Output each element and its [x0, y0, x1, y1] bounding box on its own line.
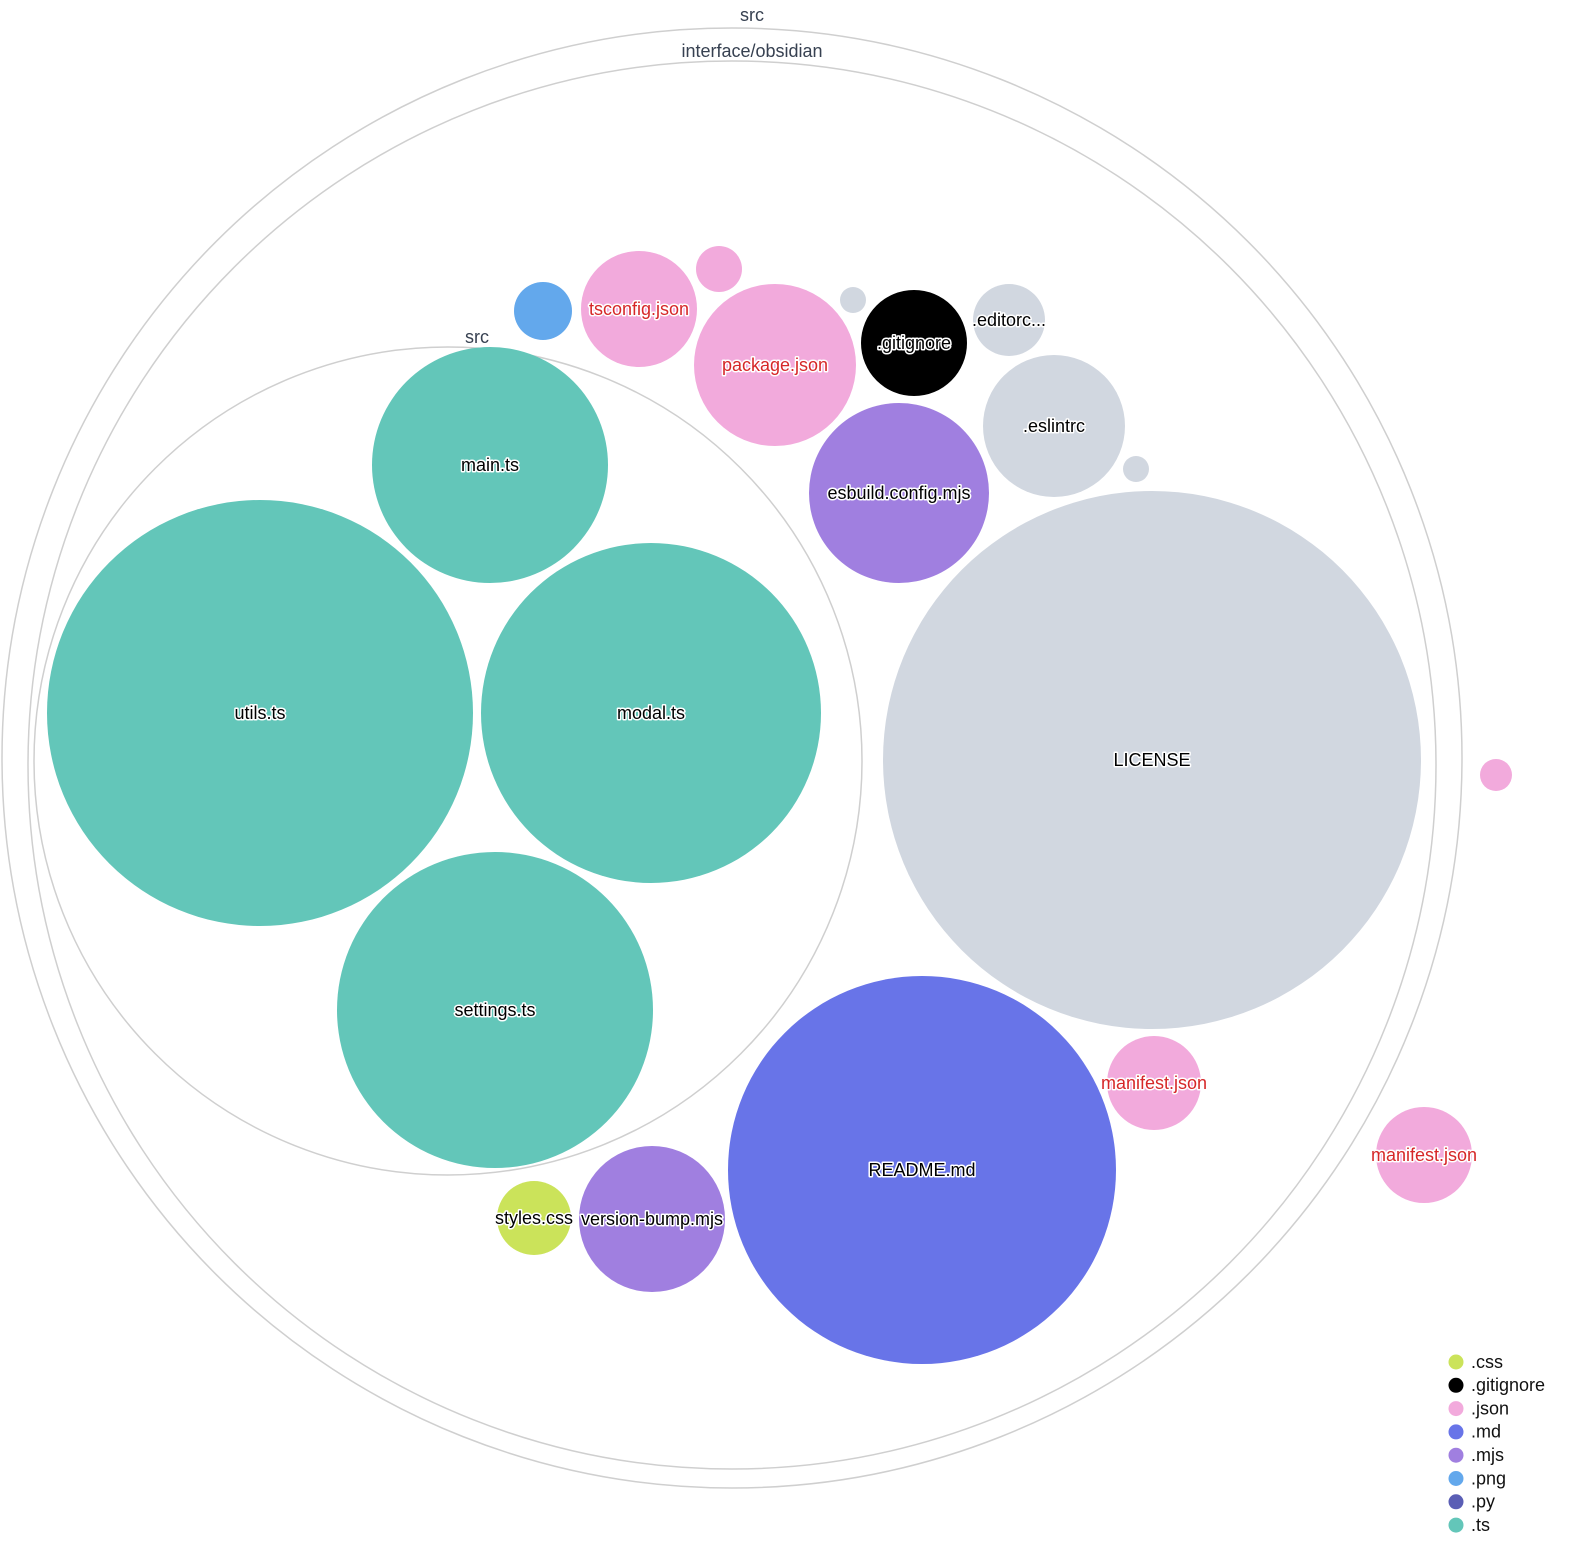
file-circle[interactable] — [497, 1181, 571, 1255]
file-circle[interactable] — [696, 246, 742, 292]
file-label: tsconfig.json — [589, 299, 689, 319]
file-circle[interactable] — [337, 852, 653, 1168]
file-label: LICENSE — [1113, 750, 1190, 770]
legend-label: .json — [1471, 1398, 1509, 1418]
file-circle[interactable] — [47, 500, 473, 926]
legend-swatch — [1448, 1354, 1464, 1370]
file-circle[interactable] — [973, 284, 1045, 356]
legend: .css .gitignore .json .md .mjs .png .py .ts — [1448, 1352, 1545, 1535]
legend-swatch — [1448, 1424, 1464, 1440]
legend-label: .ts — [1471, 1515, 1490, 1535]
file-label: settings.ts — [454, 1000, 535, 1020]
legend-swatch — [1448, 1471, 1464, 1486]
file-label: styles.css — [495, 1208, 573, 1228]
legend-label: .png — [1471, 1468, 1506, 1488]
folder-label: interface/obsidian — [681, 41, 822, 61]
legend-label: .md — [1471, 1422, 1501, 1442]
file-circle[interactable] — [694, 284, 856, 446]
file-circle[interactable] — [728, 976, 1116, 1364]
file-circle[interactable] — [1376, 1107, 1472, 1203]
file-circle[interactable] — [581, 251, 697, 367]
file-label: README.md — [868, 1160, 975, 1180]
file-label: modal.ts — [617, 703, 685, 723]
file-label: .editorc... — [972, 310, 1046, 330]
legend-swatch — [1448, 1401, 1464, 1417]
folder-label: src — [465, 327, 489, 347]
file-circle[interactable] — [861, 290, 967, 396]
legend-swatch — [1448, 1494, 1464, 1510]
file-label: .eslintrc — [1023, 416, 1085, 436]
file-circle[interactable] — [579, 1146, 725, 1292]
file-circle[interactable] — [840, 287, 866, 313]
file-circle[interactable] — [514, 282, 572, 340]
legend-label: .css — [1471, 1352, 1503, 1372]
folder-circle[interactable] — [33, 346, 863, 1176]
file-label: utils.ts — [234, 703, 285, 723]
legend-label: .gitignore — [1471, 1375, 1545, 1395]
legend-swatch — [1448, 1447, 1464, 1463]
legend-label: .py — [1471, 1492, 1495, 1512]
file-label: manifest.json — [1101, 1073, 1207, 1093]
file-label: main.ts — [461, 455, 519, 475]
legend-swatch — [1448, 1377, 1464, 1393]
file-label: package.json — [722, 355, 828, 375]
file-circle[interactable] — [372, 347, 608, 583]
file-circle[interactable] — [1123, 456, 1149, 482]
folder-label: src — [740, 5, 764, 25]
legend-swatch — [1448, 1517, 1464, 1533]
file-circle[interactable] — [983, 355, 1125, 497]
legend-label: .mjs — [1471, 1445, 1504, 1465]
file-circle[interactable] — [481, 543, 821, 883]
folder-circle[interactable] — [27, 60, 1437, 1470]
file-circle[interactable] — [1480, 759, 1512, 791]
file-label: version-bump.mjs — [581, 1209, 723, 1229]
file-label: manifest.json — [1371, 1145, 1477, 1165]
file-circle[interactable] — [809, 403, 989, 583]
file-circle[interactable] — [883, 491, 1421, 1029]
file-label: .gitignore — [877, 333, 951, 353]
folder-circle[interactable] — [1, 27, 1463, 1489]
file-label: esbuild.config.mjs — [827, 483, 970, 503]
file-circle[interactable] — [1107, 1036, 1201, 1130]
